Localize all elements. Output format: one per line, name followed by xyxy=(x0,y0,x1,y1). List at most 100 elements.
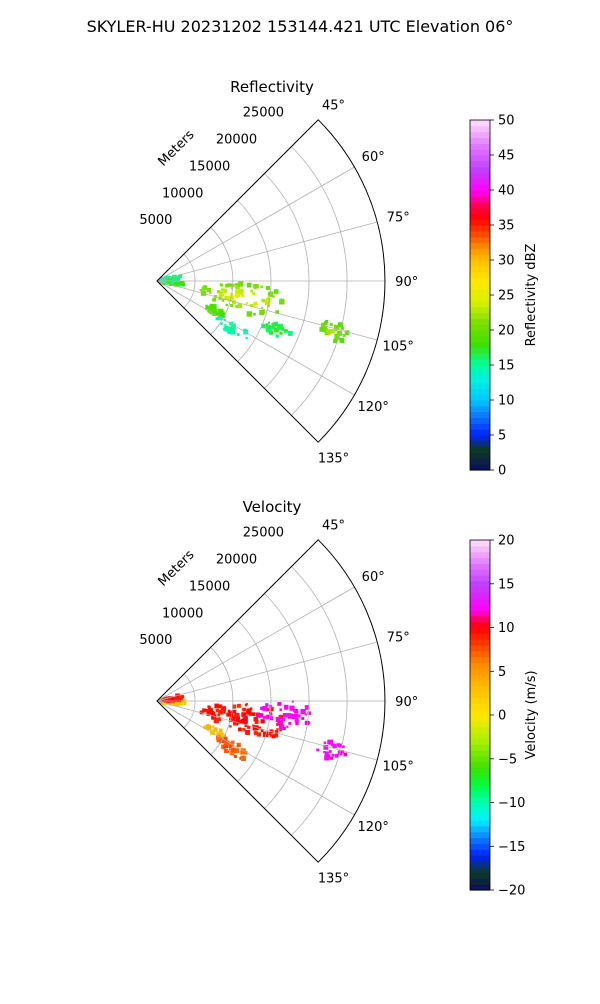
echo-cell xyxy=(230,304,233,307)
echo-cell xyxy=(246,708,252,714)
echo-cell xyxy=(343,752,348,757)
colorbar-band xyxy=(470,650,490,658)
colorbar-band xyxy=(470,545,490,553)
echo-cell xyxy=(301,717,305,720)
echo-cell xyxy=(334,333,339,338)
echo-cell xyxy=(230,710,233,713)
echo-cell xyxy=(341,327,344,330)
echo-cell xyxy=(247,725,251,729)
colorbar-band xyxy=(470,143,490,150)
colorbar-band xyxy=(470,394,490,401)
echo-cell xyxy=(237,290,242,295)
echo-cell xyxy=(304,713,307,716)
echo-cell xyxy=(294,718,299,723)
colorbar-band xyxy=(470,376,490,384)
echo-cell xyxy=(268,732,272,735)
echo-cell xyxy=(265,703,269,707)
echo-cell xyxy=(205,304,208,308)
colorbar-band xyxy=(470,709,490,716)
echo-region xyxy=(215,316,249,340)
echo-cell xyxy=(178,274,183,278)
echo-cell xyxy=(260,719,265,724)
angle-tick-label: 90° xyxy=(395,275,418,290)
colorbar-tick-label: 30 xyxy=(498,254,515,269)
echo-cell xyxy=(338,743,343,748)
echo-cell xyxy=(261,306,263,309)
echo-cell xyxy=(283,328,288,333)
echo-cell xyxy=(213,309,218,314)
echo-cell xyxy=(316,748,320,752)
echo-cell xyxy=(206,709,212,715)
colorbar-band xyxy=(470,831,490,839)
echo-cell xyxy=(235,283,240,288)
colorbar-tick-label: 5 xyxy=(498,429,506,444)
colorbar-band xyxy=(470,820,490,827)
colorbar-band xyxy=(470,248,490,255)
echo-cell xyxy=(228,283,232,287)
colorbar-band xyxy=(470,347,490,354)
angle-tick-label: 120° xyxy=(358,820,389,835)
echo-region xyxy=(216,735,248,761)
colorbar: 0 5 10 15 20 25 30 35 40 45 50 Reflectivity dBZ xyxy=(469,114,539,479)
echo-cell xyxy=(251,712,256,716)
echo-cell xyxy=(275,310,279,314)
echo-cell xyxy=(233,720,239,726)
echo-cell xyxy=(260,706,264,710)
colorbar-band xyxy=(470,458,490,465)
echo-cell xyxy=(237,303,243,308)
colorbar-band xyxy=(470,685,490,693)
colorbar-band xyxy=(470,580,490,588)
echo-cell xyxy=(333,327,338,332)
echo-region xyxy=(255,700,311,730)
echo-cell xyxy=(276,728,279,731)
colorbar-tick-label: 10 xyxy=(498,621,515,636)
echo-cell xyxy=(175,703,179,707)
echo-cell xyxy=(174,696,177,700)
azimuth-gridline xyxy=(156,166,355,282)
colorbar-band xyxy=(470,843,490,850)
colorbar-tick-label: 15 xyxy=(498,359,515,374)
echo-cell xyxy=(304,720,309,725)
echo-cell xyxy=(173,281,179,287)
colorbar-band xyxy=(470,825,490,833)
colorbar-band xyxy=(470,615,490,623)
colorbar-band xyxy=(470,423,490,430)
angle-tick-label: 60° xyxy=(362,150,385,165)
colorbar-band xyxy=(470,417,490,424)
azimuth-gridline xyxy=(156,641,378,702)
echo-cell xyxy=(232,300,235,303)
colorbar-band xyxy=(470,405,490,413)
echo-cell xyxy=(245,302,248,305)
colorbar-band xyxy=(470,598,490,605)
echo-cell xyxy=(221,284,224,287)
colorbar-band xyxy=(470,691,490,699)
echo-cell xyxy=(213,718,219,724)
colorbar-band xyxy=(470,370,490,378)
colorbar-band xyxy=(470,464,490,471)
echo-cell xyxy=(332,743,337,748)
echo-cell xyxy=(223,711,226,714)
echo-cell xyxy=(262,706,268,712)
panel-title: Reflectivity xyxy=(230,78,314,96)
colorbar-band xyxy=(470,773,490,780)
colorbar-band xyxy=(470,802,490,809)
echo-cell xyxy=(182,701,187,706)
echo-cell xyxy=(180,283,183,287)
echo-cell xyxy=(252,292,255,295)
colorbar-tick-label: 0 xyxy=(498,464,506,479)
colorbar-band xyxy=(470,353,490,360)
colorbar-tick-label: 25 xyxy=(498,289,515,304)
echo-cell xyxy=(330,743,334,747)
echo-cell xyxy=(232,709,236,713)
echo-cell xyxy=(238,281,244,287)
echo-cell xyxy=(279,708,283,712)
echo-cell xyxy=(229,725,232,728)
echo-cell xyxy=(235,304,239,308)
azimuth-gridline xyxy=(156,700,378,761)
echo-cell xyxy=(225,283,229,288)
colorbar-band xyxy=(470,814,490,821)
echo-cell xyxy=(271,734,276,739)
echo-cell xyxy=(255,712,261,717)
echo-cell xyxy=(254,284,259,289)
